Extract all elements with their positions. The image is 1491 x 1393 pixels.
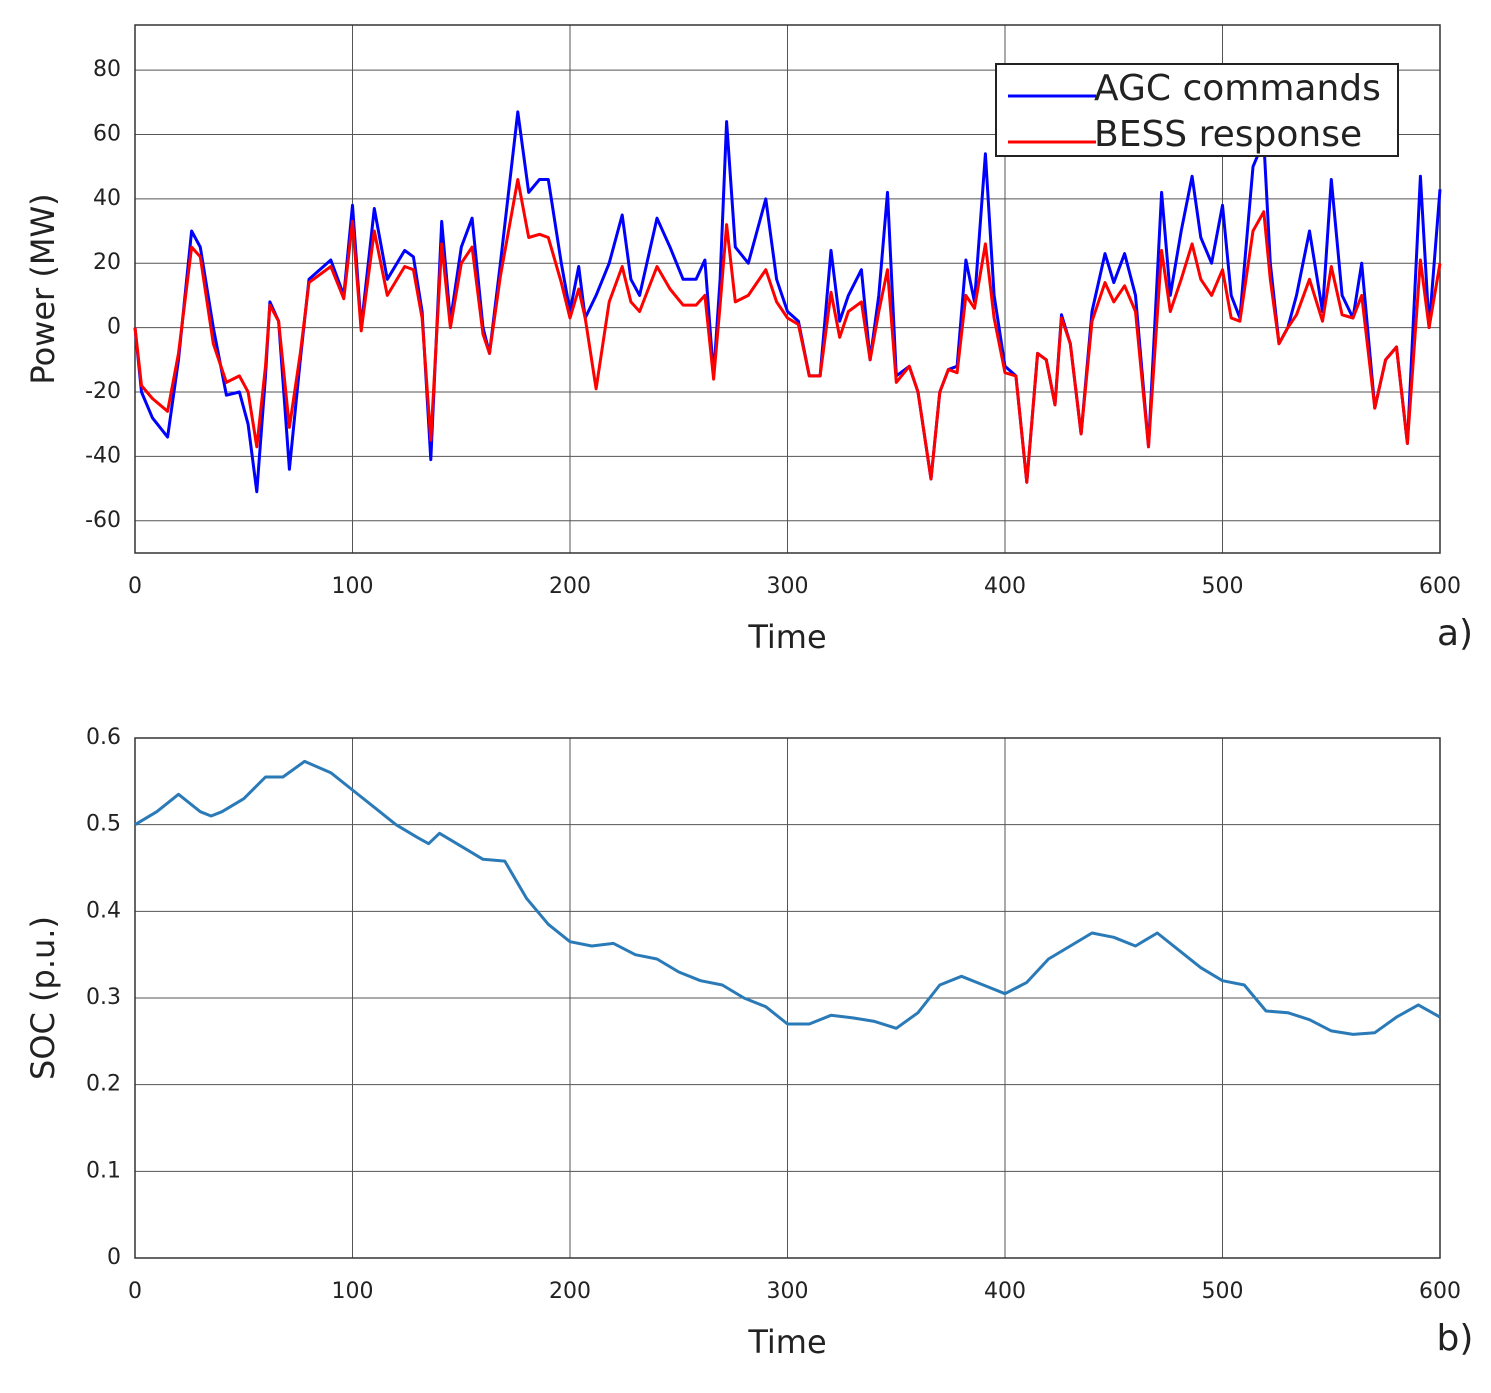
y-tick-label: 0.2 — [86, 1072, 121, 1097]
legend-label: AGC commands — [1094, 68, 1381, 109]
legend-box — [995, 63, 1399, 157]
y-axis-label: SOC (p.u.) — [24, 916, 62, 1080]
y-tick-label: 40 — [93, 186, 121, 211]
plot-frame — [134, 24, 1441, 554]
panel-label: b) — [1437, 1318, 1474, 1359]
x-tick-label: 200 — [549, 574, 591, 599]
y-tick-label: 20 — [93, 250, 121, 275]
y-tick-label: 0.1 — [86, 1158, 121, 1183]
x-tick-label: 600 — [1419, 574, 1461, 599]
data-line — [134, 759, 1441, 1036]
x-tick-label: 200 — [549, 1279, 591, 1304]
y-tick-label: 0.3 — [86, 985, 121, 1010]
x-tick-label: 300 — [767, 1279, 809, 1304]
x-tick-label: 300 — [767, 574, 809, 599]
x-tick-label: 400 — [984, 574, 1026, 599]
y-tick-label: 0.5 — [86, 812, 121, 837]
y-tick-label: -40 — [85, 443, 121, 468]
x-tick-label: 0 — [128, 1279, 142, 1304]
x-axis-label: Time — [747, 1323, 826, 1361]
plot-frame — [134, 737, 1441, 1259]
x-tick-label: 600 — [1419, 1279, 1461, 1304]
x-tick-label: 100 — [332, 574, 374, 599]
x-tick-label: 500 — [1202, 1279, 1244, 1304]
x-tick-label: 0 — [128, 574, 142, 599]
y-tick-label: 0 — [107, 1245, 121, 1270]
panel-label: a) — [1437, 613, 1473, 654]
x-tick-label: 500 — [1202, 574, 1244, 599]
y-tick-label: -60 — [85, 508, 121, 533]
y-tick-label: 0.4 — [86, 898, 121, 923]
y-tick-label: 80 — [93, 57, 121, 82]
y-tick-label: 0 — [107, 315, 121, 340]
x-axis-label: Time — [747, 618, 826, 656]
data-line — [133, 178, 1442, 484]
x-tick-label: 400 — [984, 1279, 1026, 1304]
y-tick-label: -20 — [85, 379, 121, 404]
y-tick-label: 60 — [93, 121, 121, 146]
y-tick-label: 0.6 — [86, 725, 121, 750]
y-axis-label: Power (MW) — [24, 193, 62, 384]
legend-label: BESS response — [1094, 114, 1362, 155]
x-tick-label: 100 — [332, 1279, 374, 1304]
